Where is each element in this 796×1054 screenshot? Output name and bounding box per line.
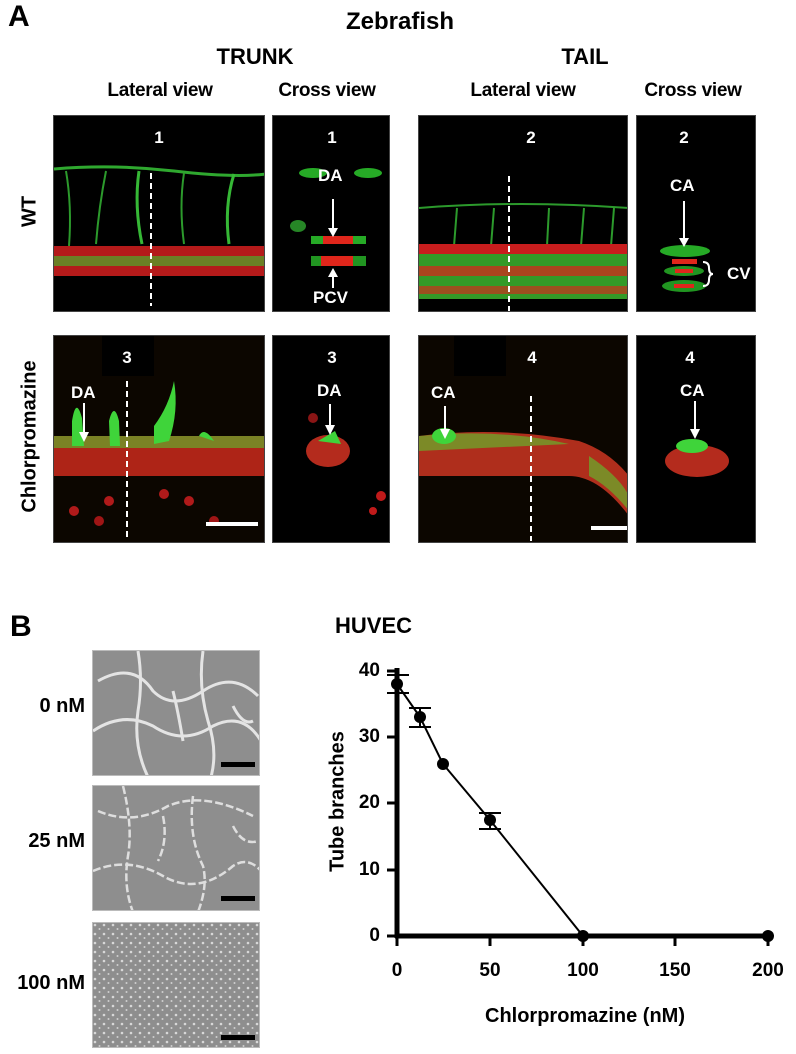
trunk-lateral-view-header: Lateral view (107, 80, 213, 101)
fluorescence-micrograph (419, 176, 627, 311)
y-tick-label: 20 (358, 792, 380, 813)
phase-contrast-micrograph (93, 651, 259, 775)
huvec-image-100nm (92, 922, 260, 1048)
tail-header: TAIL (561, 44, 609, 69)
image-tail-cross-wt: 2 CA CV (636, 115, 756, 312)
x-tick-label: 150 (659, 960, 691, 981)
fluorescence-micrograph (290, 168, 382, 288)
data-line (396, 683, 768, 937)
image-trunk-cross-wt: 1 DA PCV (272, 115, 390, 312)
image-tail-cross-cpz: 4 CA (636, 335, 756, 543)
y-tick-label: 40 (358, 660, 380, 681)
phase-contrast-micrograph (93, 923, 259, 1047)
image-tail-lateral-wt: 2 (418, 115, 628, 312)
panel-a-title: Zebrafish (345, 8, 455, 35)
image-trunk-lateral-cpz: 3 DA (53, 335, 265, 543)
huvec-image-0nm (92, 650, 260, 776)
fluorescence-micrograph (665, 401, 729, 477)
chart-title: HUVEC (335, 613, 413, 638)
image-number: 2 (679, 128, 689, 147)
fluorescence-micrograph (660, 201, 714, 292)
x-axis-label: Chlorpromazine (nM) (485, 1005, 685, 1027)
x-tick-label: 0 (391, 960, 403, 981)
x-tick-label: 50 (479, 960, 501, 981)
panel-a-letter: A (8, 0, 30, 33)
phase-contrast-micrograph (93, 786, 259, 910)
fluorescence-micrograph (306, 404, 386, 515)
image-trunk-lateral-wt: 1 (53, 115, 265, 312)
tail-lateral-view-header: Lateral view (470, 80, 576, 101)
label-ca: CA (431, 383, 456, 402)
trunk-cross-view-header: Cross view (278, 80, 376, 101)
image-tail-lateral-cpz: 4 CA (418, 335, 628, 543)
y-tick-label: 10 (358, 859, 380, 880)
y-tick-label: 0 (369, 925, 380, 946)
fluorescence-micrograph (54, 165, 264, 306)
label-da: DA (71, 383, 96, 402)
tail-cross-view-header: Cross view (644, 80, 742, 101)
image-number: 3 (122, 348, 132, 367)
fluorescence-micrograph (54, 336, 264, 542)
line-chart (387, 668, 774, 946)
panel-b-letter: B (10, 610, 32, 643)
label-pcv: PCV (313, 288, 348, 307)
data-points (391, 678, 774, 942)
image-number: 4 (685, 348, 695, 367)
row-label-wt: WT (18, 195, 41, 228)
fluorescence-micrograph (419, 336, 627, 542)
image-trunk-cross-cpz: 3 DA (272, 335, 390, 543)
image-number: 1 (154, 128, 164, 147)
huvec-image-25nm (92, 785, 260, 911)
image-number: 4 (527, 348, 537, 367)
label-ca: CA (680, 381, 705, 400)
label-da: DA (317, 381, 342, 400)
concentration-label: 100 nM (17, 972, 85, 994)
x-tick-label: 200 (752, 960, 784, 981)
image-number: 2 (526, 128, 536, 147)
x-tick-label: 100 (567, 960, 599, 981)
row-label-chlorpromazine: Chlorpromazine (18, 360, 41, 513)
trunk-header: TRUNK (216, 44, 294, 69)
y-tick-label: 30 (358, 726, 380, 747)
image-number: 3 (327, 348, 337, 367)
label-da: DA (318, 166, 343, 185)
image-number: 1 (327, 128, 337, 147)
concentration-label: 25 nM (28, 830, 85, 852)
label-cv: CV (727, 264, 751, 283)
label-ca: CA (670, 176, 695, 195)
concentration-label: 0 nM (39, 695, 85, 717)
